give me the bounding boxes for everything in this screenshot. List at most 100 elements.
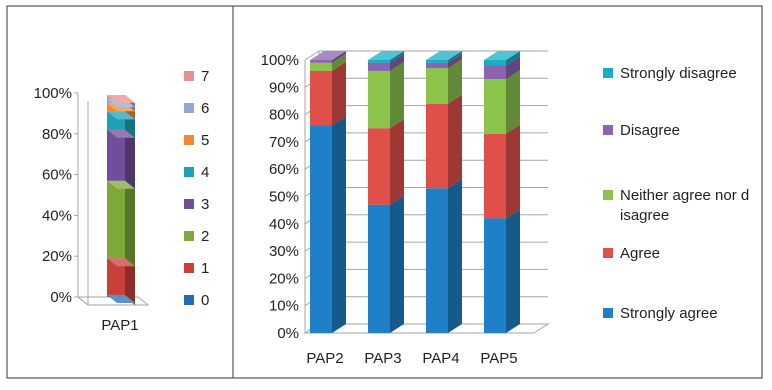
legend-item-3: 3 [184, 196, 209, 213]
bar-front [484, 65, 506, 80]
legend-label-line: Neither agree nor d [620, 187, 749, 204]
bar-side [125, 258, 135, 303]
bar-segment-neither-agree-nor-disagree-pap3 [368, 61, 404, 129]
legend-label: 6 [201, 100, 209, 117]
bar-front [107, 258, 125, 295]
bar-side [125, 180, 135, 267]
x-category-label: PAP4 [422, 350, 459, 367]
x-category-label: PAP3 [364, 350, 401, 367]
legend-item-strongly-disagree: Strongly disagree [603, 65, 737, 82]
legend-item-5: 5 [184, 132, 209, 149]
legend-swatch [184, 231, 194, 241]
y-tick-label: 80% [42, 126, 72, 143]
bar-top [107, 103, 135, 112]
bar-side [332, 116, 346, 334]
bar-segment-neither-agree-nor-disagree-pap5 [484, 70, 520, 134]
legend-label: 7 [201, 68, 209, 85]
bar-segment-agree-pap2 [310, 61, 346, 126]
legend-label: Strongly agree [620, 305, 718, 322]
legend-item-7: 7 [184, 68, 209, 85]
legend-swatch [184, 263, 194, 273]
bar-side [390, 53, 404, 71]
bar-top [107, 95, 135, 104]
bar-top [107, 99, 135, 108]
legend-swatch [603, 190, 613, 200]
bar-segment-strongly-agree-pap5 [484, 209, 520, 333]
legend-item-2: 2 [184, 228, 209, 245]
bar-side [506, 70, 520, 134]
bar-side [448, 51, 462, 63]
legend-label-line: isagree [620, 207, 669, 224]
legend-item-disagree: Disagree [603, 122, 680, 139]
bar-front [426, 60, 448, 63]
legend-item-1: 1 [184, 260, 209, 277]
legend-item-strongly-agree: Strongly agree [603, 305, 718, 322]
legend-swatch [603, 125, 613, 135]
y-tick-label: 0% [277, 325, 299, 342]
bar-front [426, 62, 448, 69]
legend-label: Agree [620, 245, 660, 262]
bar-top [484, 51, 520, 60]
y-tick-label: 10% [269, 298, 299, 315]
legend-swatch [603, 248, 613, 258]
bar-top [107, 180, 135, 189]
legend-label: 4 [201, 164, 209, 181]
bar-front [310, 62, 332, 71]
legend-swatch [184, 295, 194, 305]
bar-front [107, 180, 125, 259]
bar-front [426, 188, 448, 333]
y-tick-label: 30% [269, 243, 299, 260]
bar-side [448, 59, 462, 104]
legend-label: Neither agree nor d isagree [620, 187, 749, 224]
floor-side-edge [77, 296, 89, 306]
legend-swatch [184, 167, 194, 177]
legend-item-0: 0 [184, 292, 209, 309]
bar-front [484, 218, 506, 333]
legend-item-4: 4 [184, 164, 209, 181]
legend-item-neither-agree-nor-disagree: Neither agree nor d isagree [603, 187, 749, 224]
bar-side [506, 51, 520, 66]
bar-segment-strongly-agree-pap4 [426, 179, 462, 333]
bar-side [390, 119, 404, 205]
y-tick-label: 40% [269, 216, 299, 233]
bar-top [107, 258, 135, 267]
bar-segment-3-pap1 [107, 129, 135, 189]
legend-item-6: 6 [184, 100, 209, 117]
legend-label: 2 [201, 228, 209, 245]
bar-top [107, 111, 135, 120]
bar-side [390, 51, 404, 63]
bar-top [368, 51, 404, 60]
bar-segment-4-pap1 [107, 111, 135, 138]
legend-label: Disagree [620, 122, 680, 139]
bar-front [107, 129, 125, 181]
bar-segment-strongly-agree-pap2 [310, 116, 346, 334]
y-tick-label: 20% [42, 248, 72, 265]
bar-side [506, 124, 520, 219]
bar-side [332, 61, 346, 126]
legend-label: 0 [201, 292, 209, 309]
y-tick-label: 100% [261, 52, 299, 69]
bar-side [390, 195, 404, 333]
legend-label: Strongly disagree [620, 65, 737, 82]
y-tick-label: 20% [269, 270, 299, 287]
bar-front [368, 204, 390, 333]
bar-top [426, 51, 462, 60]
bar-top [310, 51, 346, 60]
legend-swatch [184, 103, 194, 113]
legend-swatch [184, 199, 194, 209]
bar-segment-5-pap1 [107, 103, 135, 120]
y-tick-label: 0% [50, 289, 72, 306]
bar-side [448, 53, 462, 69]
bar-segment-strongly-agree-pap3 [368, 195, 404, 333]
x-category-label: PAP1 [101, 317, 138, 334]
legend-item-agree: Agree [603, 245, 660, 262]
bar-side [390, 61, 404, 129]
bar-front [310, 70, 332, 126]
bar-front [310, 60, 332, 63]
x-category-label: PAP5 [480, 350, 517, 367]
bar-side [506, 209, 520, 333]
x-category-label: PAP2 [306, 350, 343, 367]
bar-front [368, 70, 390, 129]
y-tick-label: 100% [34, 85, 72, 102]
